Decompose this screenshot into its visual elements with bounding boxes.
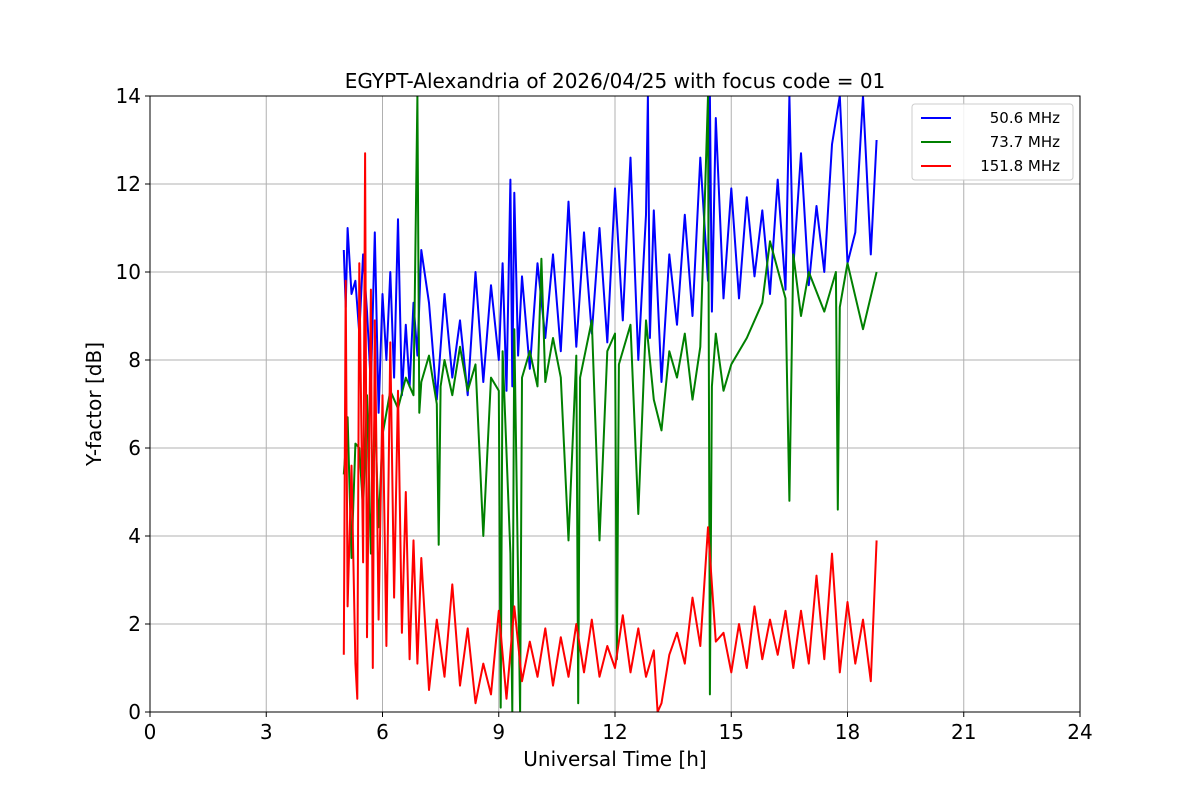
x-tick-label: 21	[951, 720, 976, 744]
x-tick-label: 15	[719, 720, 744, 744]
legend-label: 50.6 MHz	[990, 109, 1060, 127]
y-tick-label: 12	[116, 172, 141, 196]
series-line-151-8-mhz	[342, 152, 878, 712]
legend: 50.6 MHz 73.7 MHz 151.8 MHz	[911, 103, 1074, 181]
y-tick-label: 4	[128, 524, 141, 548]
x-tick-label: 9	[492, 720, 505, 744]
series-group	[342, 96, 878, 712]
x-tick-label: 12	[602, 720, 627, 744]
chart-title: EGYPT-Alexandria of 2026/04/25 with focu…	[345, 69, 886, 93]
y-tick-label: 0	[128, 700, 141, 724]
y-tick-label: 14	[116, 84, 141, 108]
y-tick-label: 6	[128, 436, 141, 460]
x-tick-label: 24	[1067, 720, 1092, 744]
legend-label: 151.8 MHz	[980, 157, 1060, 175]
x-tick-label: 18	[835, 720, 860, 744]
legend-box	[911, 103, 1074, 181]
y-axis-label: Y-factor [dB]	[82, 342, 106, 467]
x-axis-label: Universal Time [h]	[523, 747, 706, 771]
legend-label: 73.7 MHz	[990, 133, 1060, 151]
series-line-73-7-mhz	[342, 96, 878, 712]
series-line-50-6-mhz	[342, 96, 878, 414]
x-tick-label: 0	[144, 720, 157, 744]
y-tick-label: 2	[128, 612, 141, 636]
y-tick-label: 10	[116, 260, 141, 284]
x-tick-label: 6	[376, 720, 389, 744]
y-tick-label: 8	[128, 348, 141, 372]
x-tick-label: 3	[260, 720, 273, 744]
